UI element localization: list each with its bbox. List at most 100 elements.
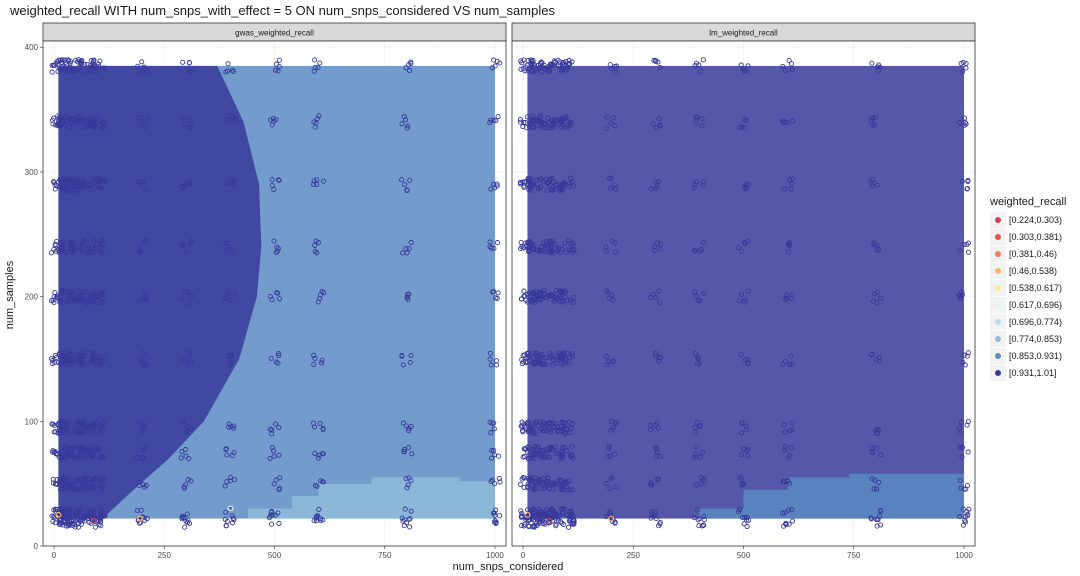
facet-strip-label: gwas_weighted_recall	[235, 29, 314, 38]
data-point	[269, 445, 275, 451]
data-point	[90, 485, 96, 491]
data-point	[868, 515, 874, 521]
data-point	[526, 177, 532, 183]
data-point	[694, 482, 700, 488]
data-point	[85, 444, 92, 450]
data-point	[558, 519, 564, 525]
data-point	[530, 513, 536, 519]
data-point	[141, 515, 147, 521]
data-point	[400, 362, 406, 368]
data-point	[876, 479, 882, 485]
data-point	[520, 359, 526, 365]
data-point	[144, 115, 150, 121]
data-point	[229, 353, 235, 359]
data-point	[875, 516, 881, 522]
data-point	[739, 481, 745, 487]
data-point	[560, 445, 566, 451]
data-point	[547, 454, 553, 460]
data-point	[79, 427, 85, 433]
data-point	[77, 184, 83, 190]
data-point	[311, 352, 317, 358]
data-point	[653, 125, 660, 131]
data-point	[657, 299, 663, 305]
data-point	[562, 357, 568, 363]
data-point	[269, 508, 275, 514]
data-point	[606, 445, 612, 451]
data-point	[269, 521, 275, 527]
data-point	[56, 57, 62, 63]
data-point	[61, 64, 68, 71]
data-point	[656, 288, 662, 294]
data-point	[611, 181, 617, 188]
data-point	[788, 445, 794, 451]
legend-key	[990, 245, 1006, 262]
data-point	[83, 289, 89, 295]
data-point	[137, 250, 143, 256]
data-point	[613, 186, 619, 192]
data-point	[179, 241, 185, 247]
data-point	[874, 300, 880, 306]
data-point	[692, 454, 698, 460]
data-point	[612, 63, 618, 70]
data-point	[698, 474, 704, 481]
data-point	[57, 450, 63, 457]
data-point	[80, 184, 86, 190]
data-point	[73, 179, 79, 185]
data-point	[738, 291, 744, 297]
data-point	[538, 176, 544, 182]
data-point	[788, 295, 794, 301]
data-point	[529, 446, 535, 452]
data-point	[781, 422, 787, 428]
data-point	[655, 425, 661, 431]
data-point	[741, 68, 747, 74]
data-point	[560, 350, 566, 356]
data-point	[521, 120, 527, 126]
data-point	[188, 293, 195, 299]
data-point	[407, 516, 413, 522]
data-point	[135, 517, 142, 523]
data-point	[312, 242, 318, 248]
data-point	[649, 511, 655, 517]
data-point	[566, 354, 572, 360]
data-point	[228, 113, 234, 119]
data-point	[789, 420, 795, 426]
data-point	[963, 486, 969, 492]
data-point	[141, 448, 147, 454]
data-point	[742, 125, 748, 131]
data-point	[184, 519, 191, 525]
data-point	[567, 183, 573, 189]
data-point	[494, 358, 500, 364]
data-point	[693, 429, 699, 435]
data-point	[187, 350, 193, 356]
data-point	[78, 297, 84, 304]
data-point	[98, 487, 105, 493]
data-point	[570, 294, 577, 301]
data-point	[186, 300, 192, 306]
data-point	[142, 445, 148, 451]
data-point	[399, 177, 405, 183]
data-point	[404, 294, 411, 300]
data-point	[321, 290, 327, 296]
data-point	[652, 512, 658, 518]
data-point	[608, 185, 614, 191]
data-point	[607, 509, 613, 515]
data-point	[101, 177, 107, 183]
data-point	[58, 420, 64, 426]
data-point	[138, 244, 144, 250]
data-point	[76, 64, 82, 71]
data-point	[569, 350, 575, 357]
data-point	[783, 521, 789, 528]
data-point	[66, 124, 72, 130]
data-point	[78, 361, 84, 367]
data-point	[877, 358, 883, 364]
data-point	[93, 288, 99, 295]
data-point	[70, 517, 77, 523]
legend-label: [0.696,0.774)	[1009, 316, 1063, 327]
data-point	[141, 484, 147, 490]
legend-key-dot	[995, 216, 1001, 223]
data-point	[312, 249, 318, 255]
data-point	[101, 513, 107, 519]
data-point	[67, 67, 73, 73]
data-point	[965, 249, 972, 255]
legend-key	[990, 228, 1006, 245]
